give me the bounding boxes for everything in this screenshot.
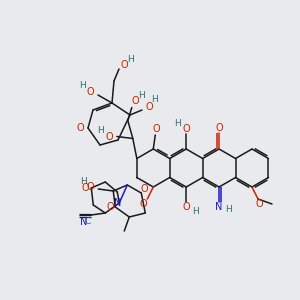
Text: N: N (114, 198, 121, 208)
Text: H: H (225, 206, 232, 214)
Text: H: H (98, 126, 104, 135)
Text: O: O (76, 123, 84, 133)
Text: O: O (152, 124, 160, 134)
Text: N: N (215, 202, 223, 212)
Text: O: O (105, 131, 112, 142)
Text: H: H (192, 208, 199, 217)
Text: O: O (255, 199, 263, 209)
Text: N: N (80, 217, 87, 227)
Text: O: O (106, 202, 114, 212)
Text: O: O (145, 102, 153, 112)
Text: H: H (138, 91, 145, 100)
Text: H: H (80, 176, 87, 185)
Text: H: H (128, 55, 134, 64)
Text: C: C (84, 218, 90, 226)
Text: O: O (140, 199, 147, 209)
Text: O: O (86, 87, 94, 97)
Text: O: O (82, 183, 89, 193)
Text: O: O (182, 202, 190, 212)
Text: O: O (120, 60, 128, 70)
Text: H: H (174, 119, 181, 128)
Text: H: H (80, 82, 86, 91)
Text: H: H (151, 95, 158, 104)
Text: O: O (140, 184, 148, 194)
Text: O: O (215, 123, 223, 133)
Text: O: O (182, 124, 190, 134)
Text: O: O (86, 182, 94, 192)
Text: O: O (131, 97, 139, 106)
